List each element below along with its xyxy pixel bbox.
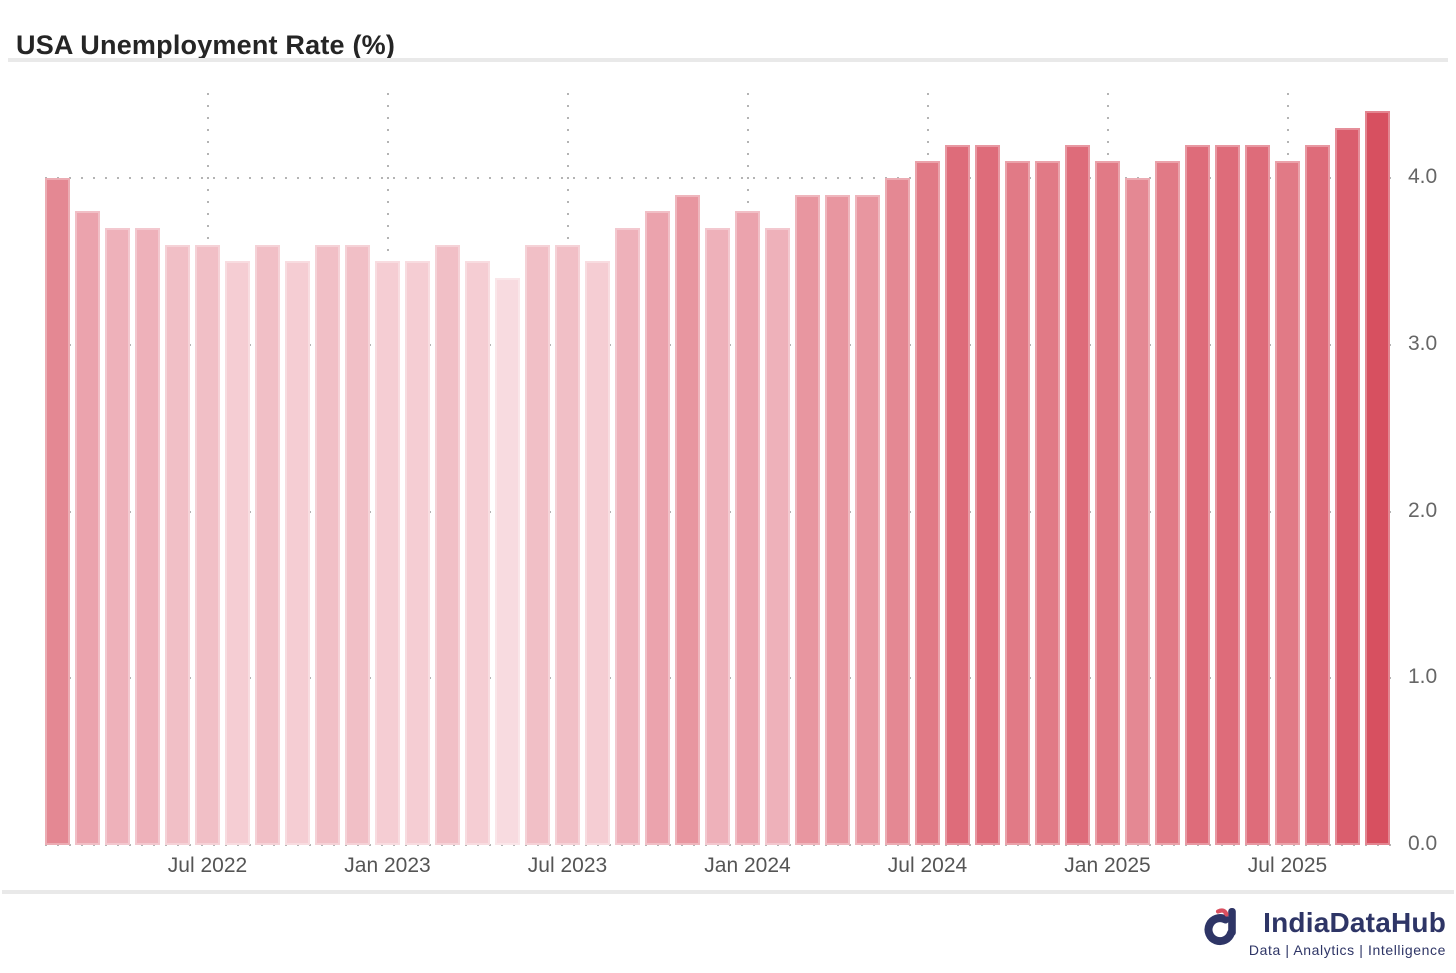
bar xyxy=(195,244,220,845)
y-tick-label: 1.0 xyxy=(1408,665,1438,689)
bar xyxy=(855,194,880,845)
bar xyxy=(1365,111,1390,845)
x-tick-label: Jul 2022 xyxy=(167,854,248,877)
bar xyxy=(1095,161,1120,845)
bar xyxy=(795,194,820,845)
bar xyxy=(615,228,640,845)
title-divider xyxy=(8,58,1448,62)
bar xyxy=(1035,161,1060,845)
bar xyxy=(1185,144,1210,845)
bar xyxy=(1245,144,1270,845)
bar xyxy=(765,228,790,845)
bar xyxy=(735,211,760,845)
y-tick-label: 0.0 xyxy=(1408,832,1438,855)
bar xyxy=(1125,178,1150,845)
y-tick-label: 4.0 xyxy=(1408,165,1438,188)
bar xyxy=(495,278,520,845)
bar xyxy=(915,161,940,845)
bar xyxy=(705,228,730,845)
y-tick-label: 3.0 xyxy=(1408,331,1438,355)
bar xyxy=(435,244,460,845)
bar xyxy=(885,178,910,845)
bar xyxy=(225,261,250,845)
brand-tagline: Data | Analytics | Intelligence xyxy=(1248,942,1446,958)
bar xyxy=(1275,161,1300,845)
footer-brand-block: IndiaDataHub Data | Analytics | Intellig… xyxy=(1201,902,1446,958)
bar xyxy=(165,244,190,845)
bar xyxy=(135,228,160,845)
x-tick-label: Jul 2025 xyxy=(1247,854,1328,877)
x-tick-label: Jan 2025 xyxy=(1064,854,1151,877)
bar xyxy=(975,144,1000,845)
bar xyxy=(465,261,490,845)
bar xyxy=(405,261,430,845)
grid-hline xyxy=(45,844,1400,846)
bar xyxy=(1335,127,1360,845)
bar xyxy=(1065,144,1090,845)
bar xyxy=(645,211,670,845)
bar xyxy=(1215,144,1240,845)
x-tick-label: Jan 2023 xyxy=(344,854,431,877)
page-title: USA Unemployment Rate (%) xyxy=(16,30,396,61)
bar xyxy=(675,194,700,845)
bar xyxy=(525,244,550,845)
bar xyxy=(255,244,280,845)
footer-divider xyxy=(2,890,1454,894)
x-tick-label: Jan 2024 xyxy=(704,854,791,877)
indiadatahub-logo-icon xyxy=(1204,908,1236,946)
y-tick-label: 2.0 xyxy=(1408,498,1438,522)
bar xyxy=(585,261,610,845)
unemployment-bar-chart: 0.0 1.0 2.0 3.0 4.0 Jul 2022 Jan 2023 Jul 2023 J… xyxy=(45,93,1438,877)
bar xyxy=(1305,144,1330,845)
x-tick-label: Jul 2023 xyxy=(527,854,608,877)
grid-hline xyxy=(45,177,1400,179)
bar xyxy=(945,144,970,845)
x-tick-label: Jul 2024 xyxy=(887,854,968,877)
bar xyxy=(375,261,400,845)
bar xyxy=(75,211,100,845)
bar xyxy=(315,244,340,845)
bar xyxy=(345,244,370,845)
brand-name: IndiaDataHub xyxy=(1263,907,1446,938)
bar xyxy=(45,178,70,845)
bar xyxy=(285,261,310,845)
bar xyxy=(105,228,130,845)
bar xyxy=(555,244,580,845)
bar xyxy=(1155,161,1180,845)
bar xyxy=(825,194,850,845)
bar xyxy=(1005,161,1030,845)
